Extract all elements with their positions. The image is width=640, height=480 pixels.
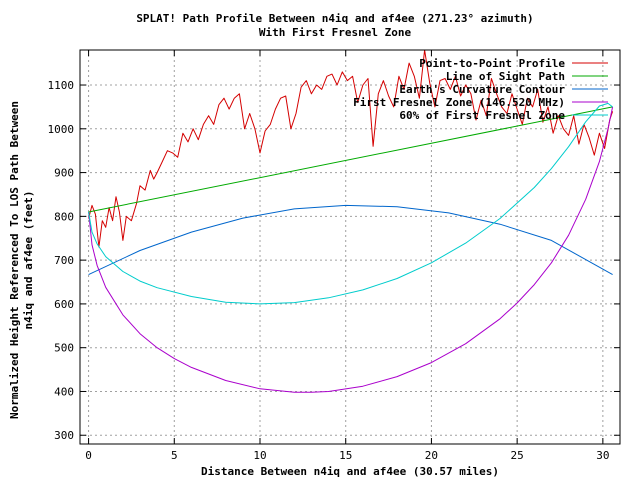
y-tick-label: 1000 <box>48 123 75 136</box>
legend-label-0: Point-to-Point Profile <box>419 57 565 70</box>
legend-label-4: 60% of First Fresnel Zone <box>399 109 565 122</box>
y-tick-label: 1100 <box>48 79 75 92</box>
plot-frame <box>79 49 621 445</box>
x-tick-label: 25 <box>511 449 524 462</box>
y-tick-label: 900 <box>54 167 74 180</box>
x-tick-label: 15 <box>339 449 352 462</box>
x-axis-label: Distance Between n4iq and af4ee (30.57 m… <box>201 465 499 478</box>
x-tick-label: 10 <box>253 449 266 462</box>
series-line-0 <box>88 49 614 248</box>
y-tick-label: 400 <box>54 385 74 398</box>
x-tick-label: 0 <box>85 449 92 462</box>
y-tick-label: 700 <box>54 254 74 267</box>
axis-ticks: 300 400 500 600 700 800 900 1000 1100 0 5 10 15 20 25 3… <box>48 50 620 462</box>
y-tick-label: 600 <box>54 298 74 311</box>
series-line-3 <box>88 106 614 393</box>
x-tick-label: 20 <box>425 449 438 462</box>
series-line-4 <box>88 102 613 305</box>
legend-label-2: Earth's Curvature Contour <box>399 83 565 96</box>
y-tick-label: 500 <box>54 342 74 355</box>
y-axis-label-line1: Normalized Height Referenced To LOS Path… <box>8 101 21 419</box>
series-line-1 <box>88 106 613 213</box>
y-axis-label-line2: n4iq and af4ee (feet) <box>22 190 35 329</box>
chart-subtitle: With First Fresnel Zone <box>259 26 412 39</box>
chart-title: SPLAT! Path Profile Between n4iq and af4… <box>136 12 533 25</box>
legend-label-1: Line of Sight Path <box>446 70 565 83</box>
grid-lines <box>80 50 620 444</box>
series-layer <box>88 49 614 393</box>
legend-label-3: First Fresnel Zone (146.520 MHz) <box>353 96 565 109</box>
x-tick-label: 5 <box>171 449 178 462</box>
series-line-2 <box>88 204 613 276</box>
y-tick-label: 800 <box>54 210 74 223</box>
x-tick-label: 30 <box>596 449 609 462</box>
y-tick-label: 300 <box>54 429 74 442</box>
